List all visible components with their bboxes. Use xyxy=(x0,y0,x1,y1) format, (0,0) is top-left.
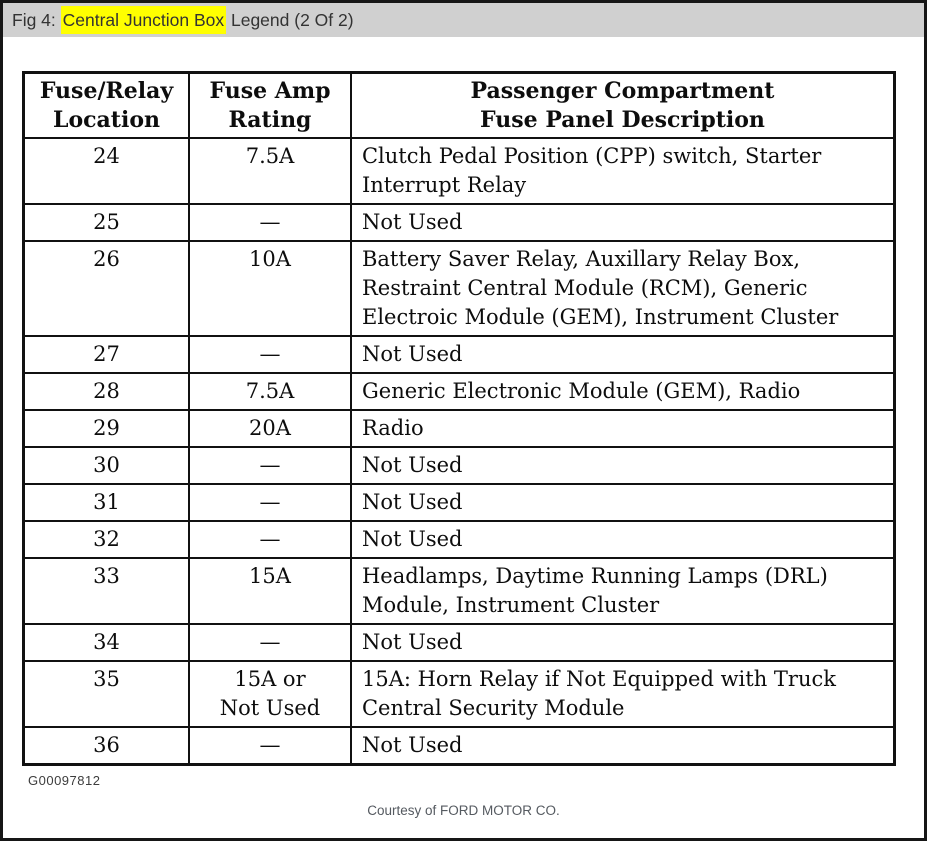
table-row: 28 7.5A Generic Electronic Module (GEM),… xyxy=(22,371,896,411)
cell-fuse-description: Radio xyxy=(349,408,896,448)
cell-fuse-location: 26 xyxy=(22,240,190,337)
cell-fuse-amp-rating: — xyxy=(187,445,352,485)
figure-title-bar: Fig 4: Central Junction Box Legend (2 Of… xyxy=(3,3,924,37)
cell-fuse-location: 24 xyxy=(22,137,190,206)
table-row: 34 — Not Used xyxy=(22,622,896,662)
cell-fuse-amp-rating: — xyxy=(187,203,352,243)
figure-title-suffix: Legend (2 Of 2) xyxy=(226,10,354,30)
cell-fuse-amp-rating: — xyxy=(187,519,352,559)
cell-fuse-description: Not Used xyxy=(349,622,896,662)
fuse-table-header: Fuse/Relay Location Fuse Amp Rating Pass… xyxy=(22,71,896,140)
cell-fuse-location: 32 xyxy=(22,519,190,559)
cell-fuse-description: Clutch Pedal Position (CPP) switch, Star… xyxy=(349,137,896,206)
figure-id: G00097812 xyxy=(28,772,101,788)
cell-fuse-location: 35 xyxy=(22,659,190,728)
figure-title-prefix: Fig 4: xyxy=(12,10,61,30)
fuse-legend-table: Fuse/Relay Location Fuse Amp Rating Pass… xyxy=(22,71,896,766)
table-row: 27 — Not Used xyxy=(22,335,896,374)
cell-fuse-location: 28 xyxy=(22,371,190,411)
cell-fuse-description: Not Used xyxy=(349,725,896,766)
cell-fuse-amp-rating: 15A or Not Used xyxy=(187,659,352,728)
cell-fuse-amp-rating: — xyxy=(187,335,352,374)
cell-fuse-location: 30 xyxy=(22,445,190,485)
fuse-table-body: 24 7.5A Clutch Pedal Position (CPP) swit… xyxy=(22,137,896,766)
courtesy-note: Courtesy of FORD MOTOR CO. xyxy=(367,803,560,818)
cell-fuse-location: 29 xyxy=(22,408,190,448)
table-row: 24 7.5A Clutch Pedal Position (CPP) swit… xyxy=(22,137,896,206)
cell-fuse-amp-rating: 10A xyxy=(187,240,352,337)
cell-fuse-location: 36 xyxy=(22,725,190,766)
cell-fuse-description: Headlamps, Daytime Running Lamps (DRL) M… xyxy=(349,556,896,625)
col-header-fuse-relay-location: Fuse/Relay Location xyxy=(22,71,190,140)
table-row: 32 — Not Used xyxy=(22,519,896,559)
cell-fuse-amp-rating: — xyxy=(187,482,352,522)
search-highlight: Central Junction Box xyxy=(60,6,227,34)
cell-fuse-location: 33 xyxy=(22,556,190,625)
header-row: Fuse/Relay Location Fuse Amp Rating Pass… xyxy=(22,71,896,140)
cell-fuse-amp-rating: 20A xyxy=(187,408,352,448)
table-row: 29 20A Radio xyxy=(22,408,896,448)
col-header-fuse-panel-description: Passenger Compartment Fuse Panel Descrip… xyxy=(349,71,896,140)
cell-fuse-description: Not Used xyxy=(349,482,896,522)
cell-fuse-location: 27 xyxy=(22,335,190,374)
cell-fuse-amp-rating: — xyxy=(187,725,352,766)
cell-fuse-description: Not Used xyxy=(349,519,896,559)
table-row: 30 — Not Used xyxy=(22,445,896,485)
table-row: 33 15A Headlamps, Daytime Running Lamps … xyxy=(22,556,896,625)
col-header-fuse-amp-rating: Fuse Amp Rating xyxy=(187,71,352,140)
cell-fuse-amp-rating: 7.5A xyxy=(187,137,352,206)
table-row: 35 15A or Not Used 15A: Horn Relay if No… xyxy=(22,659,896,728)
cell-fuse-description: Not Used xyxy=(349,335,896,374)
cell-fuse-amp-rating: — xyxy=(187,622,352,662)
cell-fuse-description: Not Used xyxy=(349,203,896,243)
cell-fuse-description: Battery Saver Relay, Auxillary Relay Box… xyxy=(349,240,896,337)
cell-fuse-amp-rating: 15A xyxy=(187,556,352,625)
cell-fuse-description: Not Used xyxy=(349,445,896,485)
table-row: 31 — Not Used xyxy=(22,482,896,522)
cell-fuse-description: 15A: Horn Relay if Not Equipped with Tru… xyxy=(349,659,896,728)
cell-fuse-amp-rating: 7.5A xyxy=(187,371,352,411)
cell-fuse-description: Generic Electronic Module (GEM), Radio xyxy=(349,371,896,411)
table-row: 25 — Not Used xyxy=(22,203,896,243)
cell-fuse-location: 31 xyxy=(22,482,190,522)
table-row: 26 10A Battery Saver Relay, Auxillary Re… xyxy=(22,240,896,337)
cell-fuse-location: 25 xyxy=(22,203,190,243)
table-row: 36 — Not Used xyxy=(22,725,896,766)
cell-fuse-location: 34 xyxy=(22,622,190,662)
